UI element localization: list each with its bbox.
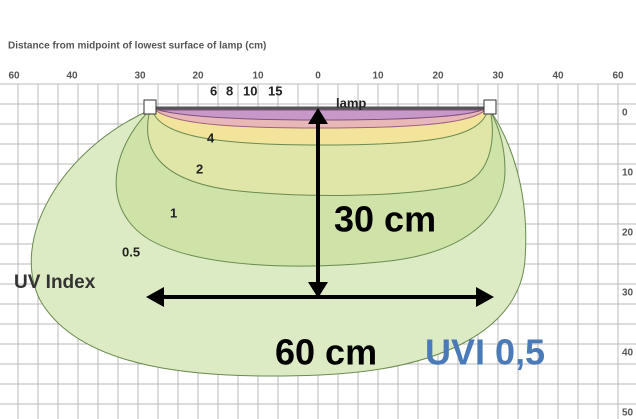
right-axis-label: 0 (622, 108, 628, 119)
contour-label: 15 (268, 83, 282, 98)
contour-label: 0.5 (122, 244, 140, 259)
axis-name: UV Index (14, 272, 96, 293)
top-axis-label: 40 (66, 71, 78, 82)
height-label: 30 cm (334, 199, 436, 240)
top-axis-label: 0 (315, 71, 321, 82)
uvi-label: UVI 0,5 (425, 332, 545, 373)
width-label: 60 cm (275, 332, 377, 373)
contour-label: 4 (207, 130, 215, 145)
top-axis-label: 10 (252, 71, 264, 82)
top-axis-label: 20 (192, 71, 204, 82)
top-axis-label: 30 (492, 71, 504, 82)
contour-label: 6 (210, 83, 217, 98)
top-axis-label: 20 (432, 71, 444, 82)
top-axis-label: 60 (8, 71, 20, 82)
contour-label: 8 (226, 83, 233, 98)
top-axis-label: 30 (134, 71, 146, 82)
lamp-end (483, 99, 497, 115)
lamp-label: lamp (336, 95, 366, 110)
right-axis-label: 40 (622, 348, 634, 359)
top-axis-label: 40 (552, 71, 564, 82)
contour-label: 1 (170, 205, 177, 220)
contour-label: 2 (196, 161, 203, 176)
top-axis-label: 60 (612, 71, 624, 82)
title: Distance from midpoint of lowest surface… (8, 41, 266, 52)
contour-label: 10 (243, 83, 257, 98)
right-axis-label: 10 (622, 168, 634, 179)
top-axis-label: 10 (372, 71, 384, 82)
right-axis-label: 20 (622, 228, 634, 239)
lamp-end (143, 99, 157, 115)
right-axis-label: 50 (622, 408, 634, 419)
right-axis-label: 30 (622, 288, 634, 299)
